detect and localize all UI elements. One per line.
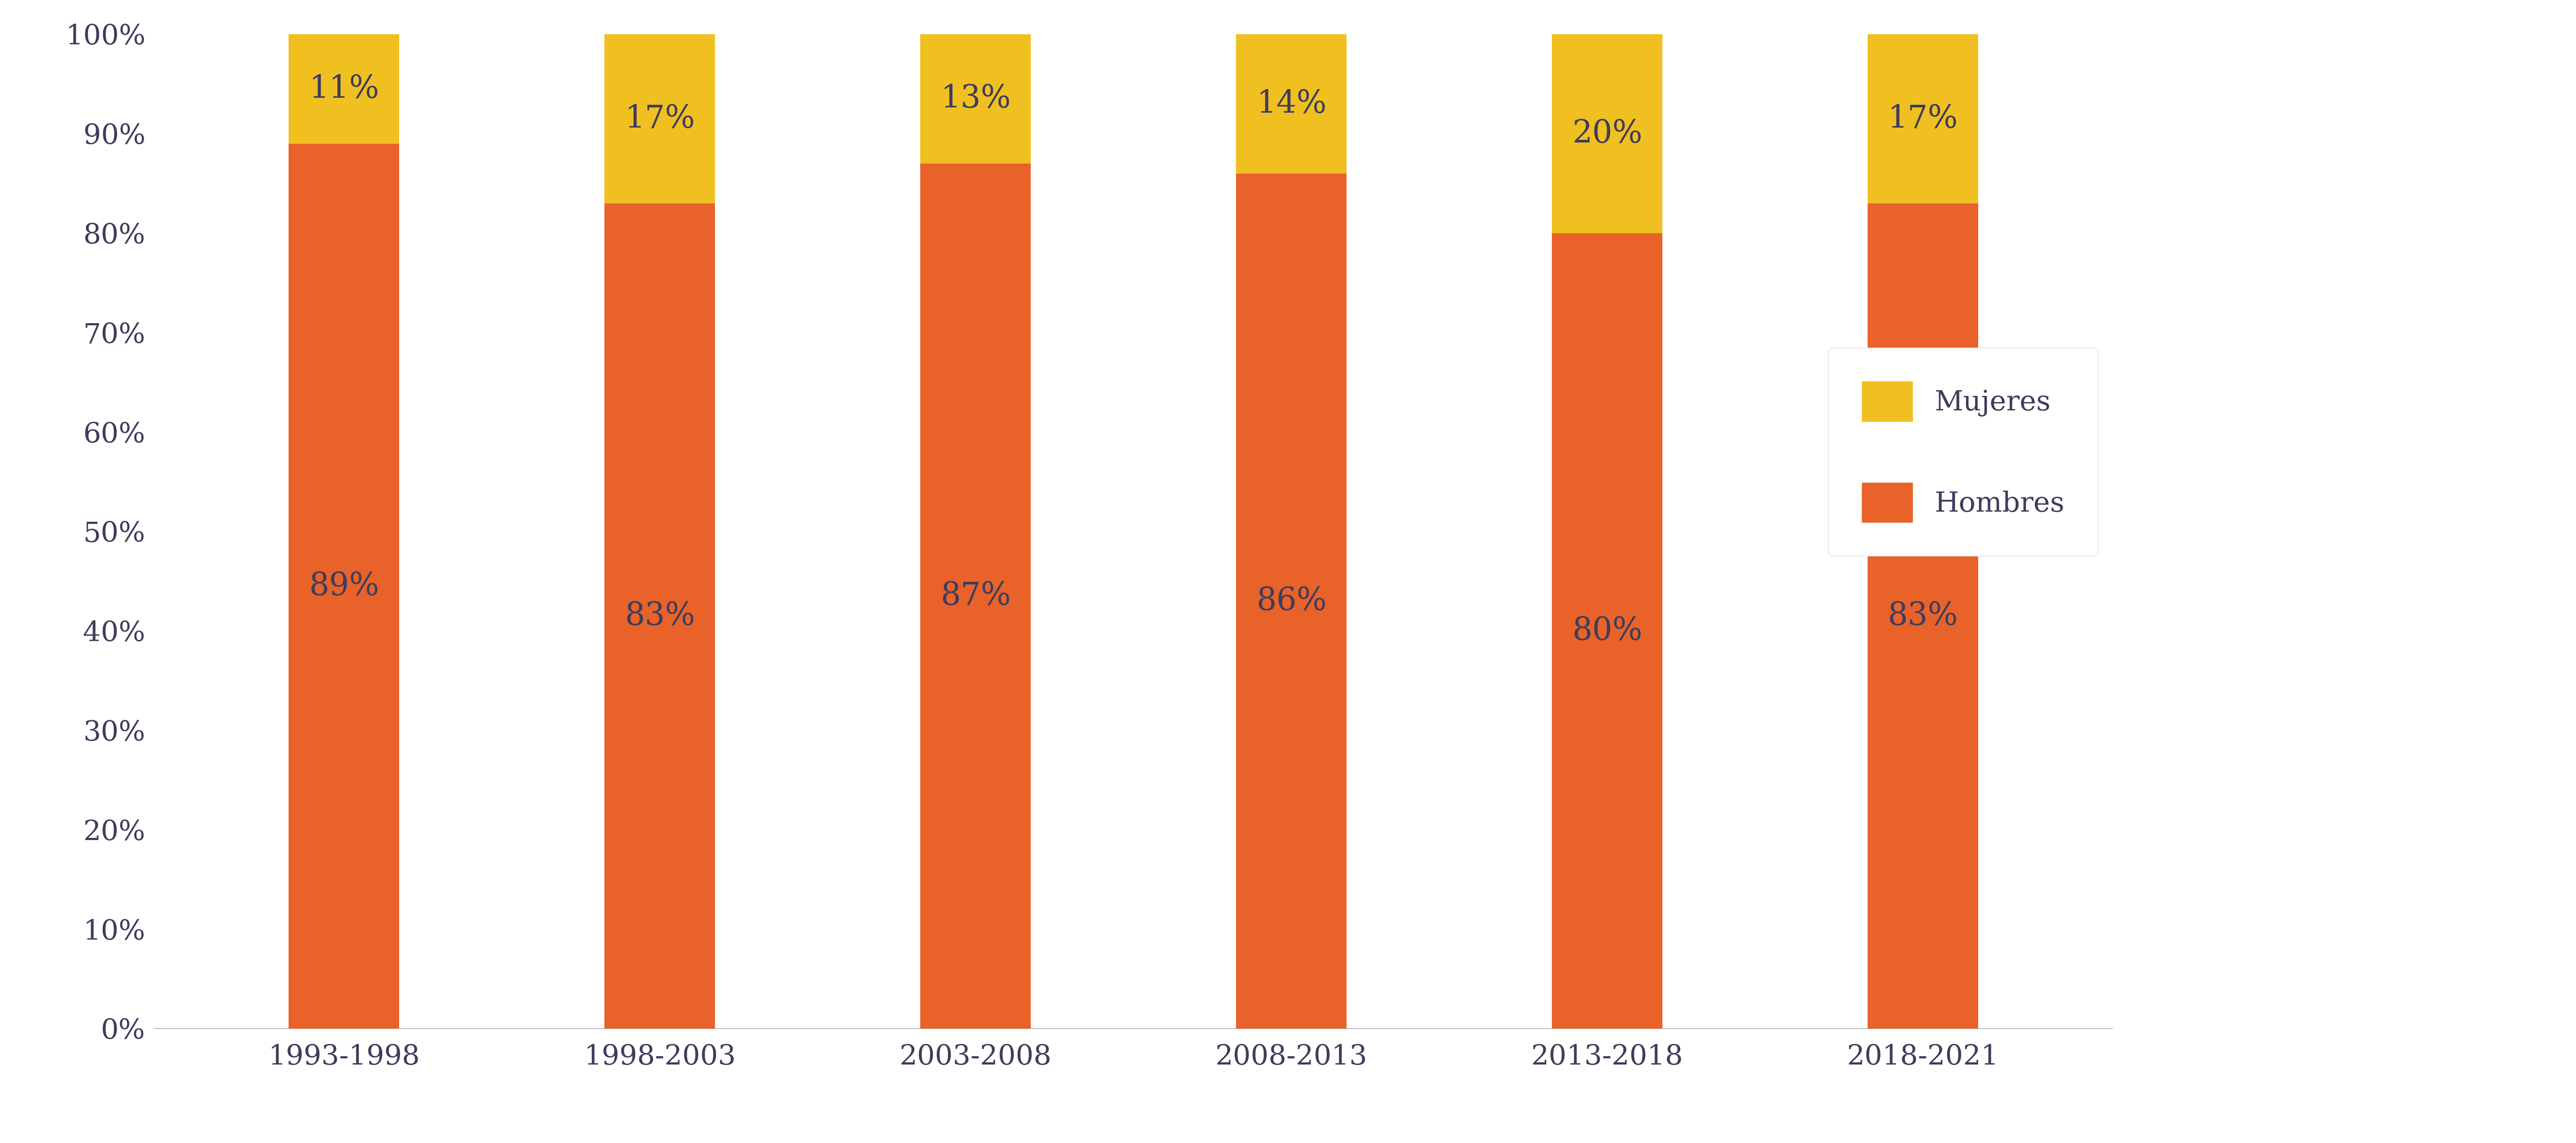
Text: 83%: 83% xyxy=(623,600,696,631)
Bar xyxy=(920,163,1030,1029)
Text: 11%: 11% xyxy=(309,73,379,104)
Text: 13%: 13% xyxy=(940,83,1010,114)
Bar xyxy=(605,203,716,1029)
Text: 86%: 86% xyxy=(1257,585,1327,616)
Text: 89%: 89% xyxy=(309,570,379,601)
Bar xyxy=(1236,34,1347,174)
Bar xyxy=(920,34,1030,163)
Text: 17%: 17% xyxy=(623,103,696,134)
Text: 87%: 87% xyxy=(940,581,1010,612)
Bar xyxy=(1551,233,1662,1029)
Bar xyxy=(605,34,716,203)
Text: 80%: 80% xyxy=(1571,615,1643,647)
Bar xyxy=(289,144,399,1029)
Text: 20%: 20% xyxy=(1571,118,1643,150)
Text: 14%: 14% xyxy=(1257,88,1327,119)
Text: 83%: 83% xyxy=(1888,600,1958,631)
Legend: Mujeres, Hombres: Mujeres, Hombres xyxy=(1829,347,2099,555)
Bar xyxy=(1551,34,1662,233)
Bar xyxy=(289,34,399,144)
Text: 17%: 17% xyxy=(1888,103,1958,134)
Bar xyxy=(1868,34,1978,203)
Bar xyxy=(1868,203,1978,1029)
Bar xyxy=(1236,174,1347,1029)
